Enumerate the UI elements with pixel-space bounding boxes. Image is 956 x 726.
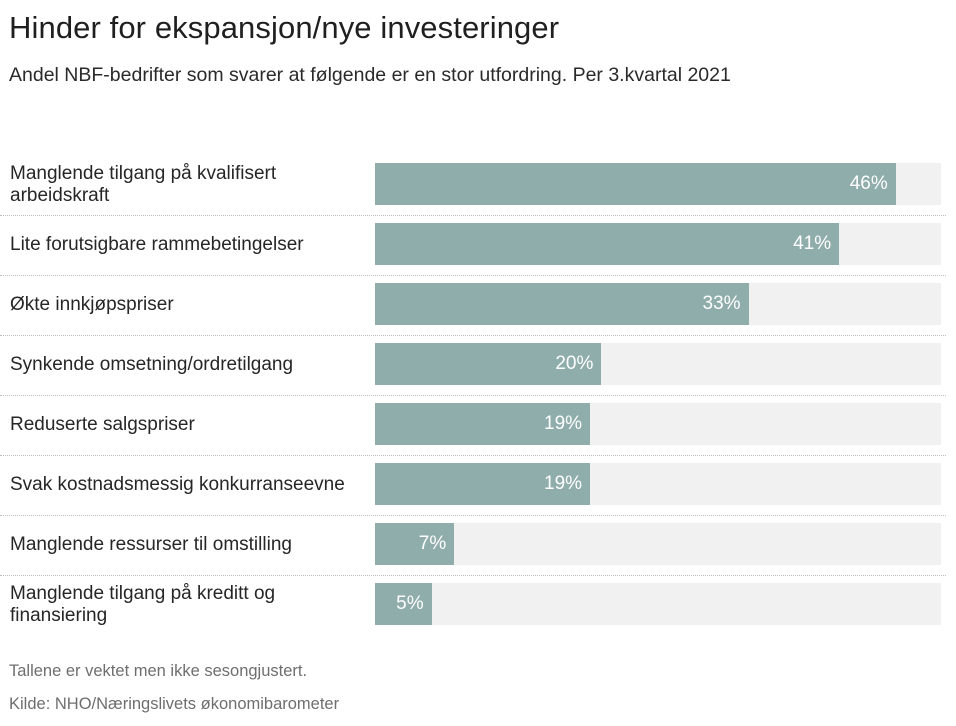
bar: 33%	[375, 283, 749, 325]
row-separator	[0, 275, 946, 276]
bar-value-label: 46%	[849, 173, 888, 194]
bar-track: 41%	[375, 223, 941, 265]
bar: 5%	[375, 583, 432, 625]
row-separator	[0, 455, 946, 456]
category-label: Reduserte salgspriser	[10, 414, 195, 435]
bar-row: Økte innkjøpspriser 33%	[0, 275, 956, 336]
bar-row: Svak kostnadsmessig konkurranseevne 19%	[0, 455, 956, 516]
bar-track: 7%	[375, 523, 941, 565]
bar-row: Manglende tilgang på kvalifisert arbeids…	[0, 155, 956, 216]
bar: 7%	[375, 523, 455, 565]
bar: 41%	[375, 223, 840, 265]
category-label: Manglende tilgang på kvalifisert arbeids…	[10, 163, 277, 206]
bar-value-label: 19%	[544, 413, 583, 434]
bar-row: Reduserte salgspriser 19%	[0, 395, 956, 456]
bar-track: 20%	[375, 343, 941, 385]
bar-row: Lite forutsigbare rammebetingelser 41%	[0, 215, 956, 276]
bar-track: 5%	[375, 583, 941, 625]
bar-value-label: 7%	[418, 533, 447, 554]
bar-row: Manglende ressurser til omstilling 7%	[0, 515, 956, 576]
chart-source: Kilde: NHO/Næringslivets økonomibaromete…	[9, 695, 340, 713]
bar: 20%	[375, 343, 602, 385]
bar-value-label: 33%	[702, 293, 741, 314]
bar: 46%	[375, 163, 896, 205]
category-label: Svak kostnadsmessig konkurranseevne	[10, 474, 345, 495]
row-separator	[0, 215, 946, 216]
category-label: Manglende tilgang på kreditt og finansie…	[10, 583, 276, 626]
category-label: Økte innkjøpspriser	[10, 294, 174, 315]
category-label: Synkende omsetning/ordretilgang	[10, 354, 294, 375]
category-label: Manglende ressurser til omstilling	[10, 534, 292, 555]
chart-note: Tallene er vektet men ikke sesongjustert…	[9, 662, 308, 680]
row-separator	[0, 395, 946, 396]
bar-value-label: 41%	[793, 233, 832, 254]
bar-row: Synkende omsetning/ordretilgang 20%	[0, 335, 956, 396]
bar-value-label: 5%	[396, 593, 424, 614]
bar-track: 33%	[375, 283, 941, 325]
category-label: Lite forutsigbare rammebetingelser	[10, 234, 304, 255]
chart-subtitle: Andel NBF-bedrifter som svarer at følgen…	[9, 64, 731, 86]
bar: 19%	[375, 403, 591, 445]
bar-row: Manglende tilgang på kreditt og finansie…	[0, 575, 956, 635]
bar-track: 19%	[375, 403, 941, 445]
row-separator	[0, 335, 946, 336]
bar: 19%	[375, 463, 591, 505]
chart-title: Hinder for ekspansjon/nye investeringer	[9, 10, 560, 45]
bar-track: 46%	[375, 163, 941, 205]
row-separator	[0, 515, 946, 516]
bar-value-label: 20%	[555, 353, 594, 374]
bar-value-label: 19%	[544, 473, 583, 494]
bar-track: 19%	[375, 463, 941, 505]
row-separator	[0, 575, 946, 576]
